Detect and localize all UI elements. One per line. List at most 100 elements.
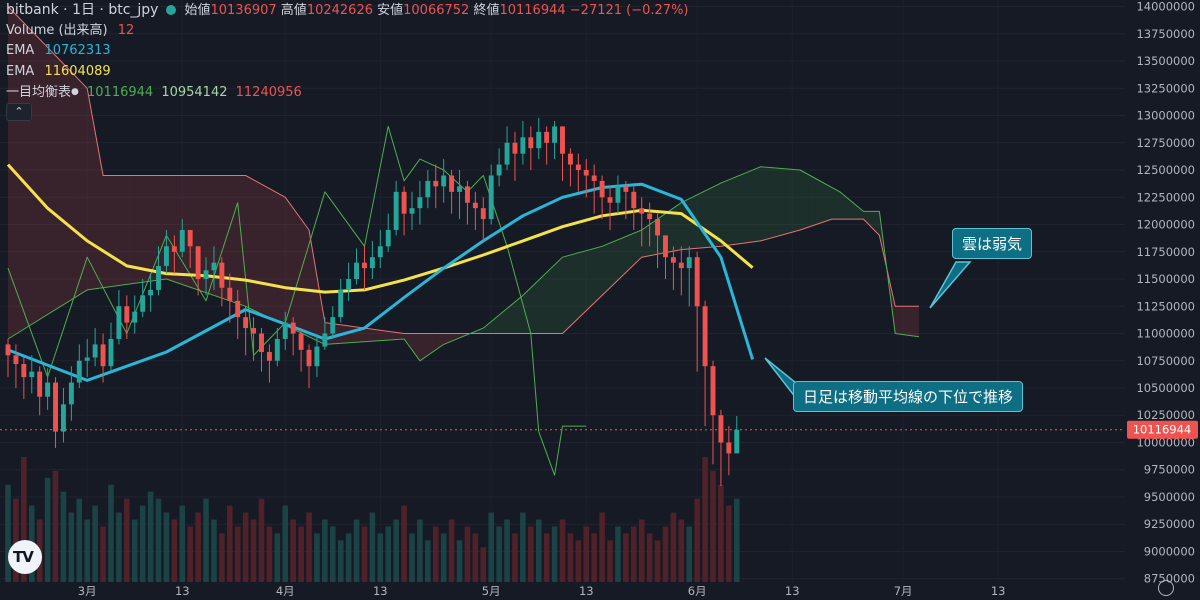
market-status-icon xyxy=(166,5,177,15)
candle-down xyxy=(433,180,439,187)
cloud-segment-bearish xyxy=(911,306,919,337)
cloud-segment-bullish xyxy=(768,167,777,239)
volume-bar xyxy=(456,540,463,582)
candle-up xyxy=(84,357,90,361)
candle-down xyxy=(243,317,249,329)
candle-up xyxy=(520,137,526,154)
candle-down xyxy=(195,246,201,280)
candle-down xyxy=(266,352,272,361)
cloud-segment-bullish xyxy=(586,248,595,311)
candle-down xyxy=(235,300,241,318)
tradingview-logo[interactable]: TV xyxy=(8,540,42,574)
cloud-segment-bearish xyxy=(404,333,412,350)
symbol-title[interactable]: bitbank · 1日 · btc_jpy xyxy=(6,2,159,18)
cloud-segment-bullish xyxy=(617,236,626,281)
candle-down xyxy=(259,333,264,353)
candle-up xyxy=(734,429,740,454)
candle-up xyxy=(45,382,51,397)
candle-up xyxy=(148,289,154,296)
cloud-segment-bullish xyxy=(538,272,547,334)
ichimoku-legend[interactable]: 一目均衡表● 10116944 10954142 11240956 xyxy=(6,82,689,103)
candle-up xyxy=(322,333,328,347)
volume-bar xyxy=(393,519,399,582)
y-tick-label: 12000000 xyxy=(1136,218,1195,232)
candle-up xyxy=(488,175,494,220)
volume-bar xyxy=(124,498,130,582)
ichimoku-cloud xyxy=(8,6,919,361)
current-price-label: 10116944 xyxy=(1133,423,1192,437)
ema-slow-legend[interactable]: EMA 11604089 xyxy=(6,62,689,83)
volume-bar xyxy=(646,533,653,582)
volume-bar xyxy=(203,498,209,582)
cloud-segment-bullish xyxy=(483,321,492,334)
cloud-segment-bullish xyxy=(602,243,611,296)
cloud-segment-bullish xyxy=(522,287,531,334)
cloud-segment-bullish xyxy=(863,211,872,228)
ema-slow-label: EMA xyxy=(6,63,35,79)
collapse-legend-button[interactable]: ⌃ xyxy=(6,103,32,121)
candle-up xyxy=(68,382,74,405)
candle-up xyxy=(338,289,344,318)
volume-bar xyxy=(345,533,352,582)
candle-up xyxy=(60,404,66,432)
cloud-segment-bearish xyxy=(229,175,238,304)
cloud-segment-bearish xyxy=(87,88,96,290)
x-tick-label: 13 xyxy=(373,584,388,598)
ema-callout-pointer xyxy=(764,357,797,401)
volume-bar xyxy=(678,519,685,582)
price-axis[interactable]: 8750000 9000000 9250000 9500000 9750000 10000… xyxy=(1127,0,1198,586)
candle-down xyxy=(219,262,225,288)
candle-down xyxy=(710,366,716,416)
settings-icon[interactable] xyxy=(1158,580,1174,596)
volume-bar xyxy=(76,498,83,582)
ema-fast-legend[interactable]: EMA 10762313 xyxy=(6,41,689,62)
low-label: 安値 xyxy=(377,3,404,18)
cloud-segment-bearish xyxy=(8,6,16,339)
y-tick-label: 13500000 xyxy=(1136,54,1195,68)
cloud-segment-bullish xyxy=(641,224,650,258)
candle-down xyxy=(631,191,637,209)
volume-bar xyxy=(290,519,296,582)
candle-down xyxy=(678,262,684,269)
volume-bar xyxy=(599,512,605,582)
candle-down xyxy=(670,257,676,263)
volume-bar xyxy=(353,519,360,582)
cloud-segment-bullish xyxy=(578,250,587,319)
open-value: 10136907 xyxy=(210,3,277,18)
volume-bar xyxy=(211,519,217,582)
candle-down xyxy=(298,333,304,350)
candle-up xyxy=(140,295,146,312)
candle-down xyxy=(663,235,668,258)
volume-value: 12 xyxy=(117,22,135,38)
volume-bar xyxy=(52,470,59,582)
x-tick-label: 3月 xyxy=(78,584,97,598)
volume-bar xyxy=(718,484,724,582)
high-label: 高値 xyxy=(280,3,307,18)
candle-down xyxy=(187,229,193,247)
y-tick-label: 13750000 xyxy=(1136,27,1195,41)
x-tick-label: 6月 xyxy=(688,584,707,598)
cloud-segment-bullish xyxy=(610,239,618,288)
cloud-segment-bullish xyxy=(855,204,864,220)
cloud-segment-bullish xyxy=(594,246,603,303)
y-tick-label: 9500000 xyxy=(1144,490,1195,504)
cloud-segment-bearish xyxy=(55,55,64,310)
time-axis[interactable]: 3月 13 4月 13 5月 13 6月 13 7月 13 xyxy=(78,584,1006,598)
y-tick-label: 9000000 xyxy=(1144,544,1195,558)
cloud-segment-bullish xyxy=(570,252,579,326)
candle-up xyxy=(29,371,35,378)
volume-bar xyxy=(535,519,542,582)
candle-down xyxy=(13,355,19,365)
cloud-segment-bullish xyxy=(633,229,642,265)
volume-bar xyxy=(694,498,700,582)
candle-up xyxy=(686,257,692,269)
volume-bar xyxy=(377,533,384,582)
volume-bar xyxy=(575,540,582,582)
volume-bar xyxy=(710,470,716,582)
volume-legend[interactable]: Volume (出来高) 12 xyxy=(6,21,689,42)
y-tick-label: 9250000 xyxy=(1144,517,1195,531)
volume-bar xyxy=(369,512,376,582)
cloud-segment-bearish xyxy=(182,175,191,288)
candle-down xyxy=(227,287,233,301)
